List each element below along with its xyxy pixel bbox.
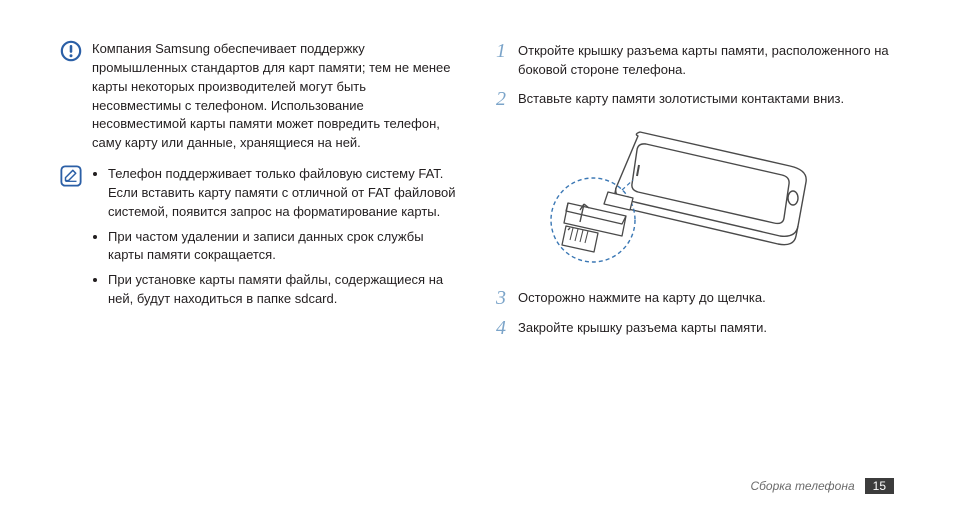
step-text: Закройте крышку разъема карты памяти. — [518, 317, 767, 338]
note-text: Телефон поддерживает только файловую сис… — [92, 165, 458, 315]
warning-text: Компания Samsung обеспечивает поддержку … — [92, 40, 458, 153]
warning-icon-cell — [60, 40, 92, 62]
step-text: Вставьте карту памяти золотистыми контак… — [518, 88, 844, 109]
manual-page: Компания Samsung обеспечивает поддержку … — [0, 0, 954, 518]
step-2: 2 Вставьте карту памяти золотистыми конт… — [496, 88, 894, 110]
step-number: 1 — [496, 40, 518, 62]
step-1: 1 Откройте крышку разъема карты памяти, … — [496, 40, 894, 80]
note-bullets: Телефон поддерживает только файловую сис… — [92, 165, 458, 309]
note-block: Телефон поддерживает только файловую сис… — [60, 165, 458, 315]
phone-illustration — [518, 118, 894, 273]
exclamation-circle-icon — [60, 40, 82, 62]
note-item: Телефон поддерживает только файловую сис… — [108, 165, 458, 222]
warning-block: Компания Samsung обеспечивает поддержку … — [60, 40, 458, 153]
left-column: Компания Samsung обеспечивает поддержку … — [60, 40, 458, 347]
step-number: 4 — [496, 317, 518, 339]
footer-section: Сборка телефона — [751, 479, 855, 493]
note-pencil-icon — [60, 165, 82, 187]
right-column: 1 Откройте крышку разъема карты памяти, … — [496, 40, 894, 347]
note-item: При установке карты памяти файлы, содерж… — [108, 271, 458, 309]
step-number: 2 — [496, 88, 518, 110]
footer: Сборка телефона 15 — [751, 478, 895, 494]
note-icon-cell — [60, 165, 92, 187]
step-text: Откройте крышку разъема карты памяти, ра… — [518, 40, 894, 80]
note-item: При частом удалении и записи данных срок… — [108, 228, 458, 266]
page-number: 15 — [865, 478, 894, 494]
columns: Компания Samsung обеспечивает поддержку … — [60, 40, 894, 347]
step-4: 4 Закройте крышку разъема карты памяти. — [496, 317, 894, 339]
step-number: 3 — [496, 287, 518, 309]
step-text: Осторожно нажмите на карту до щелчка. — [518, 287, 766, 308]
step-3: 3 Осторожно нажмите на карту до щелчка. — [496, 287, 894, 309]
